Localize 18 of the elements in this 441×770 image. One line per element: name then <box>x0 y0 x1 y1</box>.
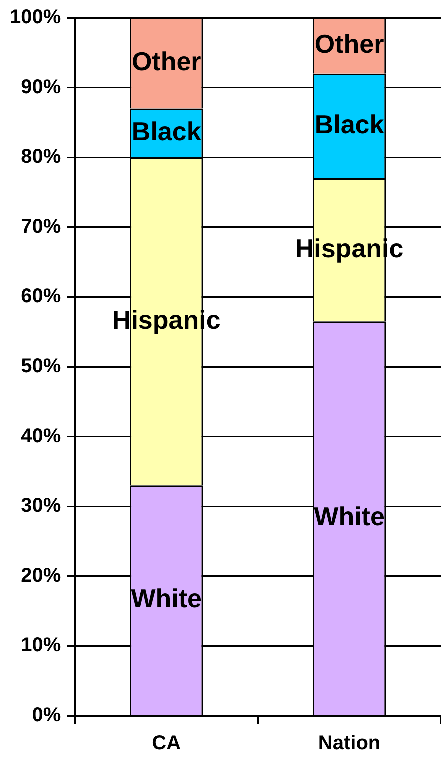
text: Other <box>314 29 384 60</box>
y-tick-label: 60% <box>21 286 62 308</box>
y-tick-label: 0% <box>32 704 62 727</box>
x-tick-label: CA <box>152 732 182 755</box>
y-tick-label: 90% <box>21 76 62 98</box>
y-tick-label: 30% <box>21 495 62 518</box>
y-tick-label: 40% <box>21 425 62 448</box>
y-tick-label: 100% <box>10 6 62 29</box>
y-tick-label: 10% <box>21 634 62 657</box>
y-tick-label: 70% <box>21 216 62 238</box>
series-label: White <box>131 584 202 614</box>
y-tick-label: 50% <box>21 356 62 378</box>
y-tick-label: 20% <box>21 564 62 587</box>
text: Black <box>314 109 384 140</box>
series-label: Other <box>132 46 202 77</box>
y-tick-label: 80% <box>21 146 62 168</box>
series-label: Black <box>132 116 202 146</box>
x-tick-label: Nation <box>318 732 381 755</box>
